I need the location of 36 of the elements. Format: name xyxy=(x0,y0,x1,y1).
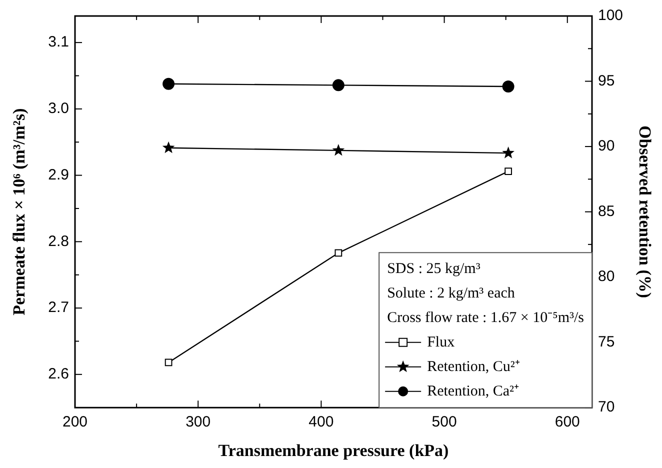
y2-tick-label: 90 xyxy=(598,138,615,155)
y2-tick-label: 75 xyxy=(598,333,615,350)
y2-tick-label: 85 xyxy=(598,202,615,220)
x-tick-label: 400 xyxy=(308,414,334,431)
y-tick-label: 2.7 xyxy=(48,299,69,316)
x-tick-label: 300 xyxy=(186,414,211,431)
y-tick-label: 2.6 xyxy=(48,366,69,383)
annotation: SDS : 25 kg/m³ xyxy=(387,260,481,277)
y-tick-label: 2.9 xyxy=(48,166,69,184)
point xyxy=(332,79,344,92)
point xyxy=(332,144,345,156)
y2-tick-label: 70 xyxy=(598,398,615,416)
y2-axis-title: Observed retention (%) xyxy=(635,126,654,298)
point xyxy=(502,80,514,92)
y-tick-label: 3.1 xyxy=(48,34,69,51)
x-tick-label: 500 xyxy=(432,414,457,431)
annotation: Cross flow rate : 1.67 × 10⁻⁵m³/s xyxy=(387,310,584,326)
y-tick-label: 3.0 xyxy=(48,100,69,118)
x-tick-label: 600 xyxy=(554,414,580,431)
point xyxy=(162,141,175,154)
x-tick-label: 200 xyxy=(62,414,88,431)
point xyxy=(502,146,514,158)
y2-tick-label: 80 xyxy=(598,268,615,286)
point xyxy=(164,358,172,366)
point xyxy=(504,168,512,175)
legend-label: Flux xyxy=(427,334,456,350)
y2-tick-label: 100 xyxy=(598,7,624,24)
legend-label: Retention, Ca²⁺ xyxy=(427,383,520,400)
y-tick-label: 2.8 xyxy=(48,232,69,250)
annotation: Solute : 2 kg/m³ each xyxy=(387,285,516,302)
y2-tick-label: 95 xyxy=(598,72,615,90)
y-axis-title: Permeate flux × 10⁶ (m³/m²s) xyxy=(10,108,29,316)
point xyxy=(334,249,342,257)
legend-label: Retention, Cu²⁺ xyxy=(427,358,520,375)
point xyxy=(162,78,175,90)
x-axis-title: Transmembrane pressure (kPa) xyxy=(218,441,449,460)
